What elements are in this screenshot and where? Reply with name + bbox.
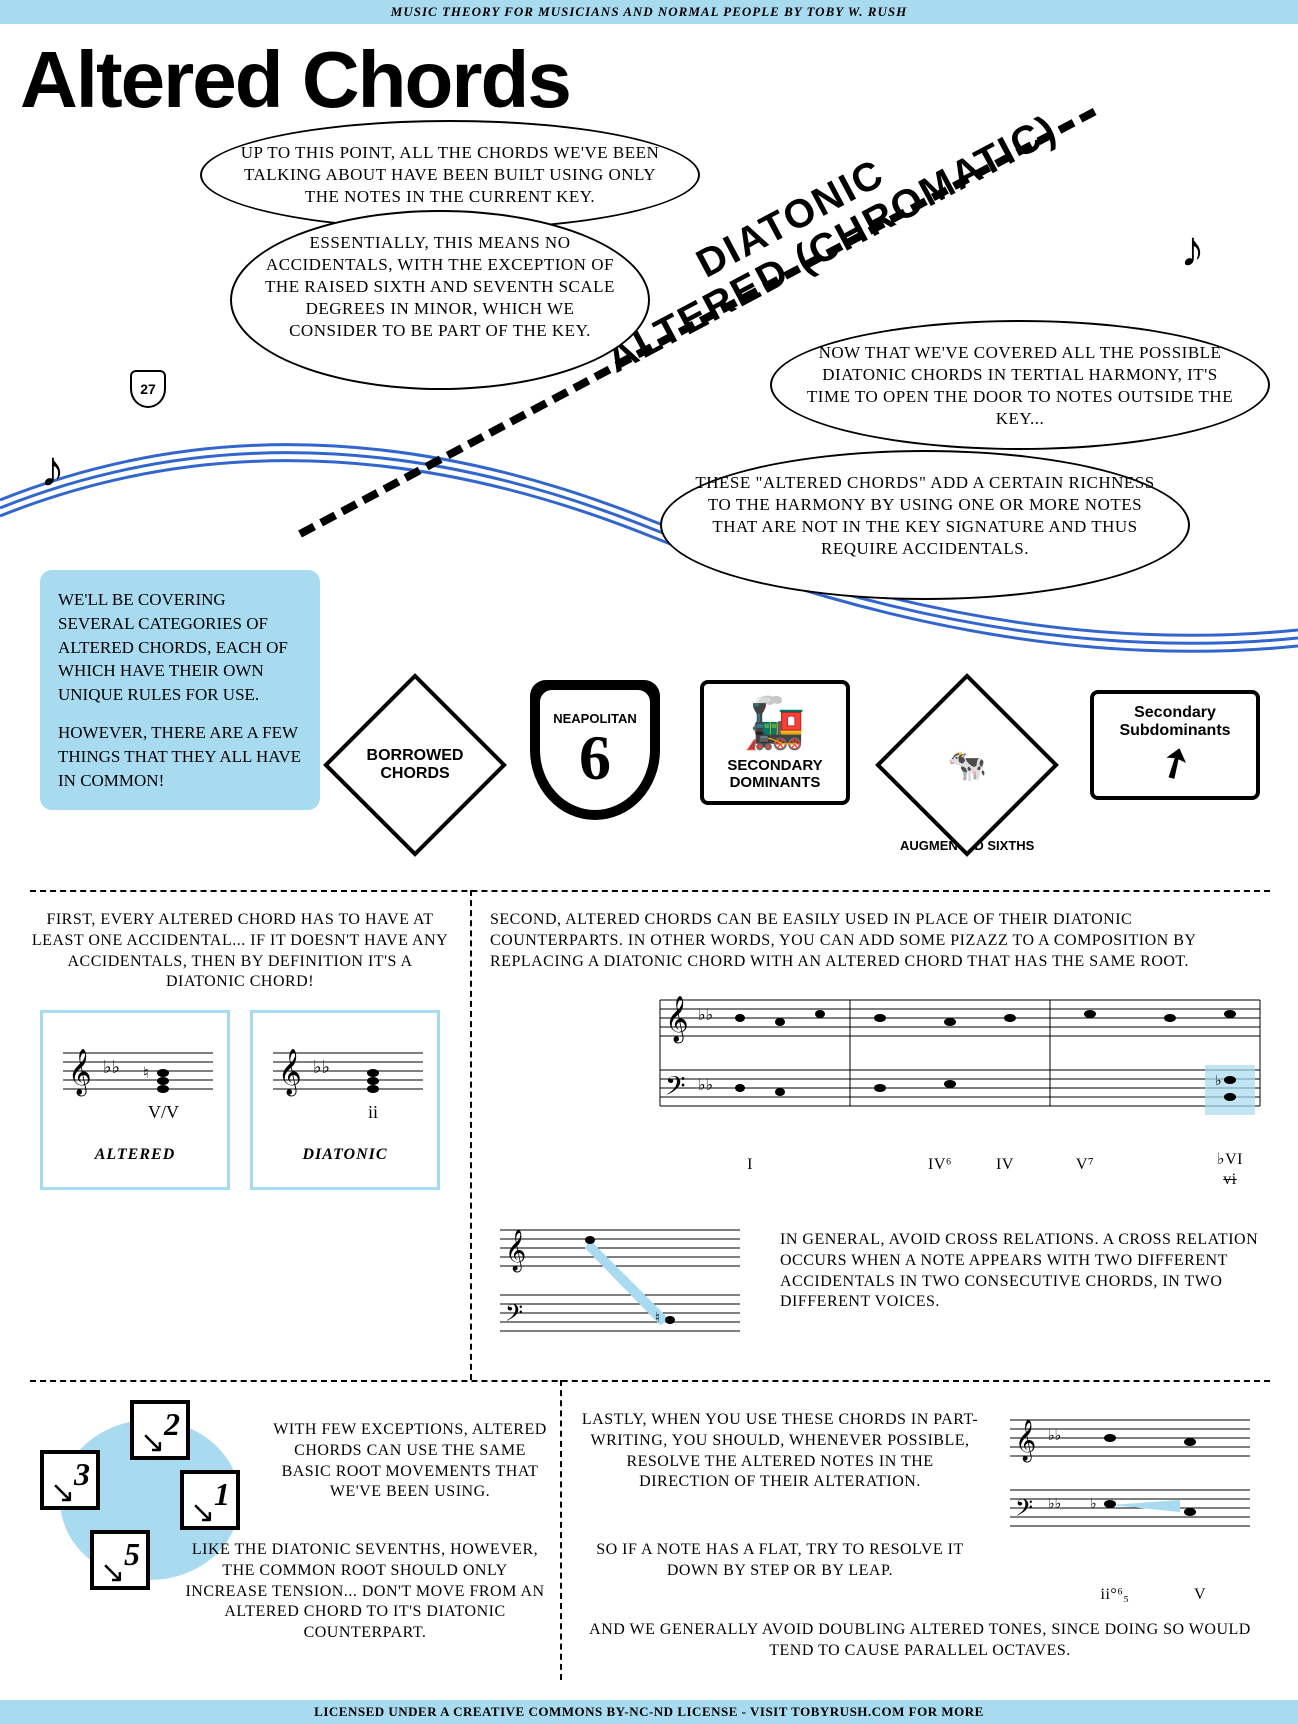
svg-text:♭♭: ♭♭ — [698, 1077, 713, 1094]
roman-6: ii°⁶₅ — [1095, 1585, 1135, 1606]
step-box-5: 5 ↘ — [90, 1530, 150, 1590]
secondary-dominants-sign: 🚂 SECONDARY DOMINANTS — [700, 680, 850, 805]
header-bar: MUSIC THEORY FOR MUSICIANS AND NORMAL PE… — [0, 0, 1298, 24]
speech-bubble-3: NOW THAT WE'VE COVERED ALL THE POSSIBLE … — [770, 320, 1270, 450]
svg-text:𝄞: 𝄞 — [505, 1229, 526, 1272]
step-box-3: 3 ↘ — [40, 1450, 100, 1510]
svg-text:𝄢: 𝄢 — [1015, 1496, 1033, 1527]
svg-text:♭: ♭ — [1215, 1074, 1222, 1089]
grand-staff-example: 𝄞 𝄢 ♭♭ ♭♭ ♭ — [650, 980, 1270, 1150]
dashed-separator — [30, 1380, 1270, 1382]
box-label: DIATONIC — [263, 1146, 427, 1164]
blue-box-p1: WE'LL BE COVERING SEVERAL CATEGORIES OF … — [58, 588, 302, 707]
author: BY TOBY W. RUSH — [784, 4, 907, 19]
roman-5: ♭VI — [1210, 1150, 1250, 1171]
caption-last: LASTLY, WHEN YOU USE THESE CHORDS IN PAR… — [580, 1410, 980, 1493]
speech-bubble-2: ESSENTIALLY, THIS MEANS NO ACCIDENTALS, … — [230, 210, 650, 390]
arrow-icon: ↘ — [190, 1495, 215, 1530]
augmented-sixths-sign: 🐄 AUGMENTED SIXTHS — [900, 700, 1034, 853]
bubble-text: THESE "ALTERED CHORDS" ADD A CERTAIN RIC… — [692, 472, 1158, 560]
arrow-icon: ↘ — [140, 1425, 165, 1460]
secondary-subdominants-sign: Secondary Subdominants ➚ — [1090, 690, 1260, 800]
cross-relation-staff: 𝄞 𝄢 ♮ — [490, 1210, 750, 1360]
caption-second: SECOND, ALTERED CHORDS CAN BE EASILY USE… — [490, 910, 1260, 972]
step-number: 5 — [124, 1536, 140, 1573]
caption-first: FIRST, EVERY ALTERED CHORD HAS TO HAVE A… — [30, 910, 450, 993]
svg-text:♭♭: ♭♭ — [698, 1007, 713, 1024]
box-label: ALTERED — [53, 1146, 217, 1164]
sign-label: SECONDARY DOMINANTS — [718, 757, 832, 791]
step-number: 3 — [74, 1456, 90, 1493]
svg-text:𝄞: 𝄞 — [278, 1049, 302, 1097]
music-note-icon: ♪ — [40, 440, 65, 498]
bubble-text: UP TO THIS POINT, ALL THE CHORDS WE'VE B… — [232, 142, 668, 208]
train-icon: 🚂 — [718, 694, 832, 753]
blue-info-box: WE'LL BE COVERING SEVERAL CATEGORIES OF … — [40, 570, 320, 810]
caption-third: WITH FEW EXCEPTIONS, ALTERED CHORDS CAN … — [270, 1420, 550, 1503]
svg-text:𝄢: 𝄢 — [505, 1301, 523, 1332]
svg-text:♭♭: ♭♭ — [1048, 1429, 1061, 1444]
caption-cross-relations: IN GENERAL, AVOID CROSS RELATIONS. A CRO… — [780, 1230, 1270, 1313]
diatonic-music-box: 𝄞 ♭♭ ii DIATONIC — [250, 1010, 440, 1190]
series-title: MUSIC THEORY FOR MUSICIANS AND NORMAL PE… — [391, 4, 780, 19]
roman-5b: vi — [1215, 1170, 1245, 1191]
caption-last-c: AND WE GENERALLY AVOID DOUBLING ALTERED … — [580, 1620, 1260, 1662]
roman-1: I — [740, 1155, 760, 1176]
arrow-icon: ↘ — [100, 1555, 125, 1590]
roman-2: IV⁶ — [920, 1155, 960, 1176]
roman-numeral: ii — [368, 1102, 378, 1122]
svg-text:♭♭: ♭♭ — [313, 1057, 330, 1077]
svg-text:𝄞: 𝄞 — [68, 1049, 92, 1097]
bubble-text: NOW THAT WE'VE COVERED ALL THE POSSIBLE … — [802, 342, 1238, 430]
borrowed-chords-sign: BORROWED CHORDS — [350, 700, 480, 830]
dashed-separator-vertical — [470, 890, 472, 1380]
staff-diatonic: 𝄞 ♭♭ ii — [263, 1023, 433, 1133]
speech-bubble-4: THESE "ALTERED CHORDS" ADD A CERTAIN RIC… — [660, 450, 1190, 600]
step-box-1: 1 ↘ — [180, 1470, 240, 1530]
dashed-separator — [30, 890, 1270, 892]
staff-altered: 𝄞 ♭♭ ♮ V/V — [53, 1023, 223, 1133]
route-number: 27 — [140, 381, 156, 397]
blue-box-p2: HOWEVER, THERE ARE A FEW THINGS THAT THE… — [58, 721, 302, 792]
dashed-separator-vertical — [560, 1380, 562, 1680]
svg-text:♭♭: ♭♭ — [103, 1057, 120, 1077]
svg-text:♭♭: ♭♭ — [1048, 1497, 1061, 1512]
svg-text:𝄢: 𝄢 — [665, 1071, 686, 1107]
svg-text:♭: ♭ — [1090, 1497, 1097, 1512]
step-number: 2 — [164, 1406, 180, 1443]
step-number: 1 — [214, 1476, 230, 1513]
resolution-staff: 𝄞 𝄢 ♭♭ ♭♭ ♭ — [1000, 1400, 1260, 1580]
svg-text:♮: ♮ — [143, 1065, 149, 1082]
svg-text:𝄞: 𝄞 — [1015, 1419, 1036, 1462]
music-note-icon: ♪ — [1180, 220, 1205, 278]
svg-text:𝄞: 𝄞 — [665, 996, 689, 1044]
footer-bar: LICENSED UNDER A CREATIVE COMMONS BY-NC-… — [0, 1700, 1298, 1724]
arrow-icon: ↘ — [50, 1475, 75, 1510]
roman-4: V⁷ — [1070, 1155, 1100, 1176]
sign-label: BORROWED CHORDS — [354, 747, 476, 783]
route-27-shield: 27 — [130, 370, 166, 408]
bubble-text: ESSENTIALLY, THIS MEANS NO ACCIDENTALS, … — [262, 232, 618, 342]
sign-number: 6 — [579, 726, 611, 790]
altered-music-box: 𝄞 ♭♭ ♮ V/V ALTERED — [40, 1010, 230, 1190]
footer-text: LICENSED UNDER A CREATIVE COMMONS BY-NC-… — [314, 1704, 984, 1719]
caption-last-b: SO IF A NOTE HAS A FLAT, TRY TO RESOLVE … — [580, 1540, 980, 1582]
step-box-2: 2 ↘ — [130, 1400, 190, 1460]
roman-3: IV — [990, 1155, 1020, 1176]
neapolitan-sign: NEAPOLITAN 6 — [530, 680, 660, 820]
caption-third-b: LIKE THE DIATONIC SEVENTHS, HOWEVER, THE… — [180, 1540, 550, 1644]
roman-numeral: V/V — [148, 1102, 179, 1122]
svg-text:♮: ♮ — [655, 1311, 660, 1326]
cow-icon: 🐄 — [947, 746, 987, 784]
page-title: Altered Chords — [0, 24, 1298, 126]
roman-7: V — [1185, 1585, 1215, 1606]
